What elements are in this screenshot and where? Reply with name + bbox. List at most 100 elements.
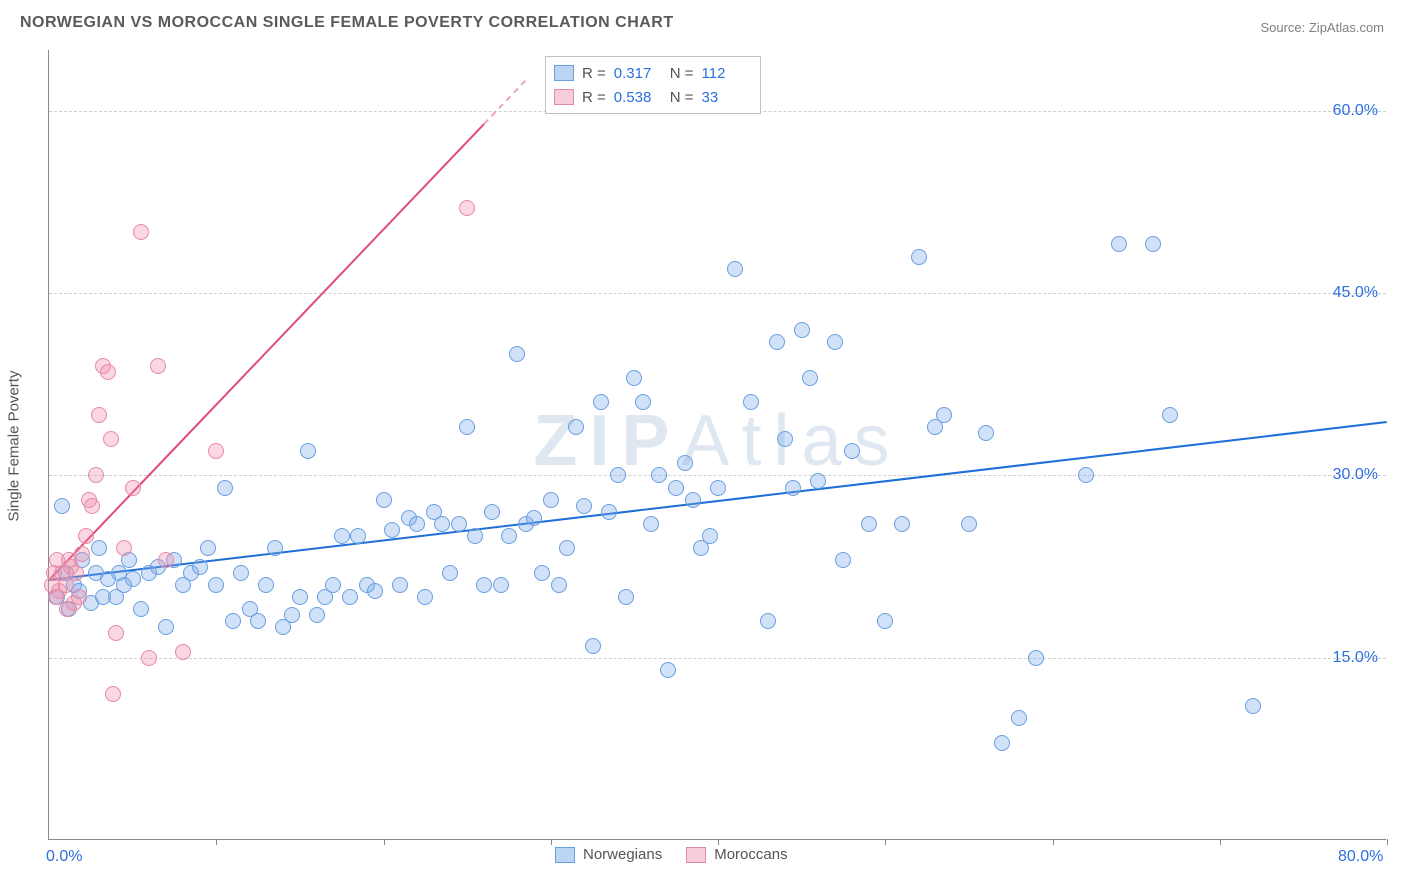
data-point: [91, 540, 107, 556]
data-point: [618, 589, 634, 605]
data-point: [702, 528, 718, 544]
x-tick: [718, 839, 719, 845]
data-point: [300, 443, 316, 459]
data-point: [68, 565, 84, 581]
data-point: [208, 577, 224, 593]
data-point: [141, 650, 157, 666]
stat-n-label: N =: [670, 89, 694, 106]
data-point: [994, 735, 1010, 751]
data-point: [150, 358, 166, 374]
legend-swatch: [554, 65, 574, 81]
x-tick-label: 0.0%: [46, 848, 82, 866]
data-point: [1111, 236, 1127, 252]
data-point: [250, 613, 266, 629]
data-point: [467, 528, 483, 544]
data-point: [342, 589, 358, 605]
data-point: [978, 425, 994, 441]
data-point: [384, 522, 400, 538]
chart-title: NORWEGIAN VS MOROCCAN SINGLE FEMALE POVE…: [20, 14, 674, 32]
data-point: [710, 480, 726, 496]
data-point: [284, 607, 300, 623]
trend-line-dash: [483, 80, 526, 125]
gridline: [49, 293, 1386, 294]
data-point: [785, 480, 801, 496]
data-point: [309, 607, 325, 623]
data-point: [175, 644, 191, 660]
data-point: [392, 577, 408, 593]
data-point: [1078, 467, 1094, 483]
data-point: [74, 546, 90, 562]
legend-label: Norwegians: [583, 846, 662, 863]
data-point: [1011, 710, 1027, 726]
data-point: [292, 589, 308, 605]
data-point: [727, 261, 743, 277]
data-point: [593, 394, 609, 410]
data-point: [484, 504, 500, 520]
y-tick-label: 30.0%: [1333, 466, 1378, 484]
stat-n-label: N =: [670, 65, 694, 82]
data-point: [442, 565, 458, 581]
legend-label: Moroccans: [714, 846, 787, 863]
y-tick-label: 45.0%: [1333, 284, 1378, 302]
x-tick: [1220, 839, 1221, 845]
data-point: [559, 540, 575, 556]
legend-item: Norwegians: [555, 846, 662, 863]
data-point: [610, 467, 626, 483]
stat-n-value: 112: [702, 65, 750, 82]
data-point: [936, 407, 952, 423]
data-point: [844, 443, 860, 459]
data-point: [601, 504, 617, 520]
data-point: [334, 528, 350, 544]
data-point: [576, 498, 592, 514]
stat-r-value: 0.317: [614, 65, 662, 82]
data-point: [835, 552, 851, 568]
data-point: [91, 407, 107, 423]
legend-swatch: [686, 847, 706, 863]
data-point: [585, 638, 601, 654]
stats-row: R =0.538N =33: [554, 85, 750, 109]
data-point: [1145, 236, 1161, 252]
data-point: [459, 200, 475, 216]
data-point: [233, 565, 249, 581]
stat-r-label: R =: [582, 65, 606, 82]
data-point: [84, 498, 100, 514]
data-point: [88, 467, 104, 483]
data-point: [133, 601, 149, 617]
data-point: [267, 540, 283, 556]
data-point: [501, 528, 517, 544]
data-point: [100, 364, 116, 380]
data-point: [133, 224, 149, 240]
data-point: [802, 370, 818, 386]
data-point: [877, 613, 893, 629]
data-point: [651, 467, 667, 483]
data-point: [534, 565, 550, 581]
source-label: Source: ZipAtlas.com: [1260, 20, 1384, 35]
data-point: [760, 613, 776, 629]
stats-legend: R =0.317N =112R =0.538N =33: [545, 56, 761, 114]
data-point: [105, 686, 121, 702]
data-point: [476, 577, 492, 593]
plot-area: ZIPAtlas 15.0%30.0%45.0%60.0%: [48, 50, 1386, 840]
series-legend: Norwegians Moroccans: [555, 846, 788, 863]
stat-n-value: 33: [702, 89, 750, 106]
data-point: [777, 431, 793, 447]
chart-container: NORWEGIAN VS MOROCCAN SINGLE FEMALE POVE…: [0, 0, 1406, 892]
data-point: [568, 419, 584, 435]
data-point: [158, 552, 174, 568]
data-point: [509, 346, 525, 362]
data-point: [635, 394, 651, 410]
x-tick: [216, 839, 217, 845]
x-tick: [551, 839, 552, 845]
data-point: [192, 559, 208, 575]
x-tick: [1053, 839, 1054, 845]
x-tick: [384, 839, 385, 845]
legend-item: Moroccans: [686, 846, 787, 863]
data-point: [125, 480, 141, 496]
data-point: [743, 394, 759, 410]
data-point: [861, 516, 877, 532]
data-point: [626, 370, 642, 386]
data-point: [769, 334, 785, 350]
data-point: [911, 249, 927, 265]
x-tick-label: 80.0%: [1338, 848, 1383, 866]
gridline: [49, 658, 1386, 659]
